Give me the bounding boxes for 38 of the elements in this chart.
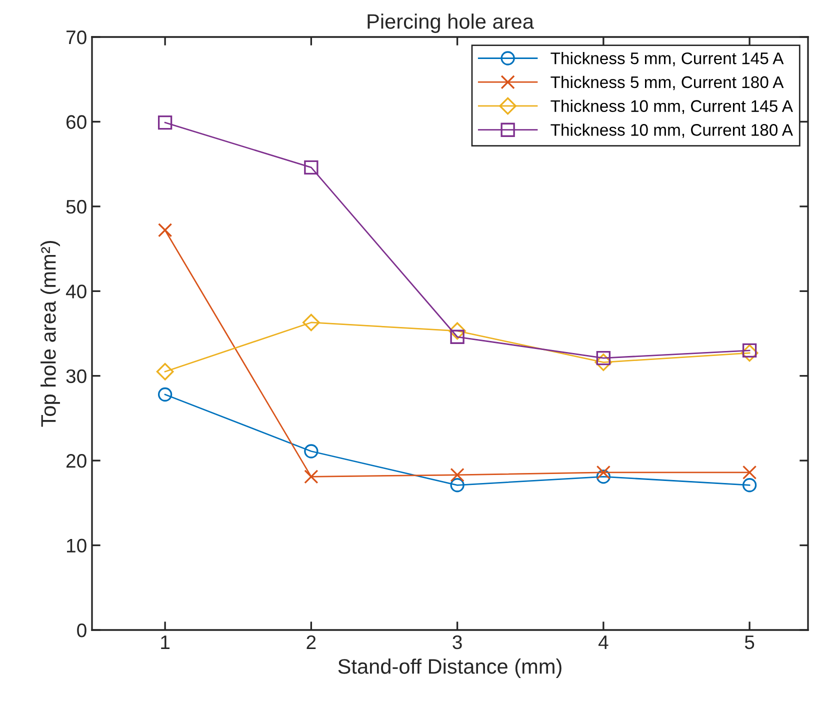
point — [596, 470, 611, 484]
point — [158, 115, 172, 130]
point — [304, 444, 318, 458]
y-tick-label: 10 — [66, 538, 86, 553]
point — [742, 343, 757, 358]
point — [448, 322, 466, 340]
x-tick-label: 4 — [598, 636, 608, 649]
x-tick-label: 3 — [452, 635, 462, 650]
point — [304, 160, 318, 175]
y-tick-label: 70 — [66, 30, 86, 44]
y-axis-title: Top hole area (mm²) — [40, 241, 60, 427]
legend-label: Thickness 10 mm, Current 180 A — [550, 124, 793, 138]
point — [742, 465, 757, 480]
x-tick-label: 2 — [306, 635, 316, 649]
y-tick-label: 60 — [66, 115, 86, 129]
y-tick-label: 0 — [77, 623, 86, 638]
chart-title: Piercing hole area — [368, 14, 534, 33]
point — [158, 387, 172, 402]
x-tick-label: 5 — [744, 636, 754, 650]
legend-label: Thickness 5 mm, Current 180 A — [550, 76, 784, 90]
point — [156, 362, 174, 380]
legend-label: Thickness 10 mm, Current 145 A — [550, 100, 793, 114]
legend-label: Thickness 5 mm, Current 145 A — [550, 52, 784, 66]
y-tick-label: 40 — [66, 284, 86, 298]
y-tick-label: 50 — [66, 200, 86, 214]
point — [596, 465, 611, 480]
point — [742, 478, 757, 492]
y-tick-label: 30 — [66, 369, 86, 384]
point — [302, 314, 320, 332]
point — [450, 468, 464, 482]
x-tick-label: 1 — [161, 636, 170, 649]
point — [304, 470, 318, 484]
point — [594, 354, 612, 371]
y-tick-label: 20 — [66, 454, 86, 468]
point — [450, 478, 464, 492]
point — [158, 223, 172, 238]
x-axis-title: Stand-off Distance (mm) — [338, 658, 562, 678]
point — [740, 344, 758, 362]
